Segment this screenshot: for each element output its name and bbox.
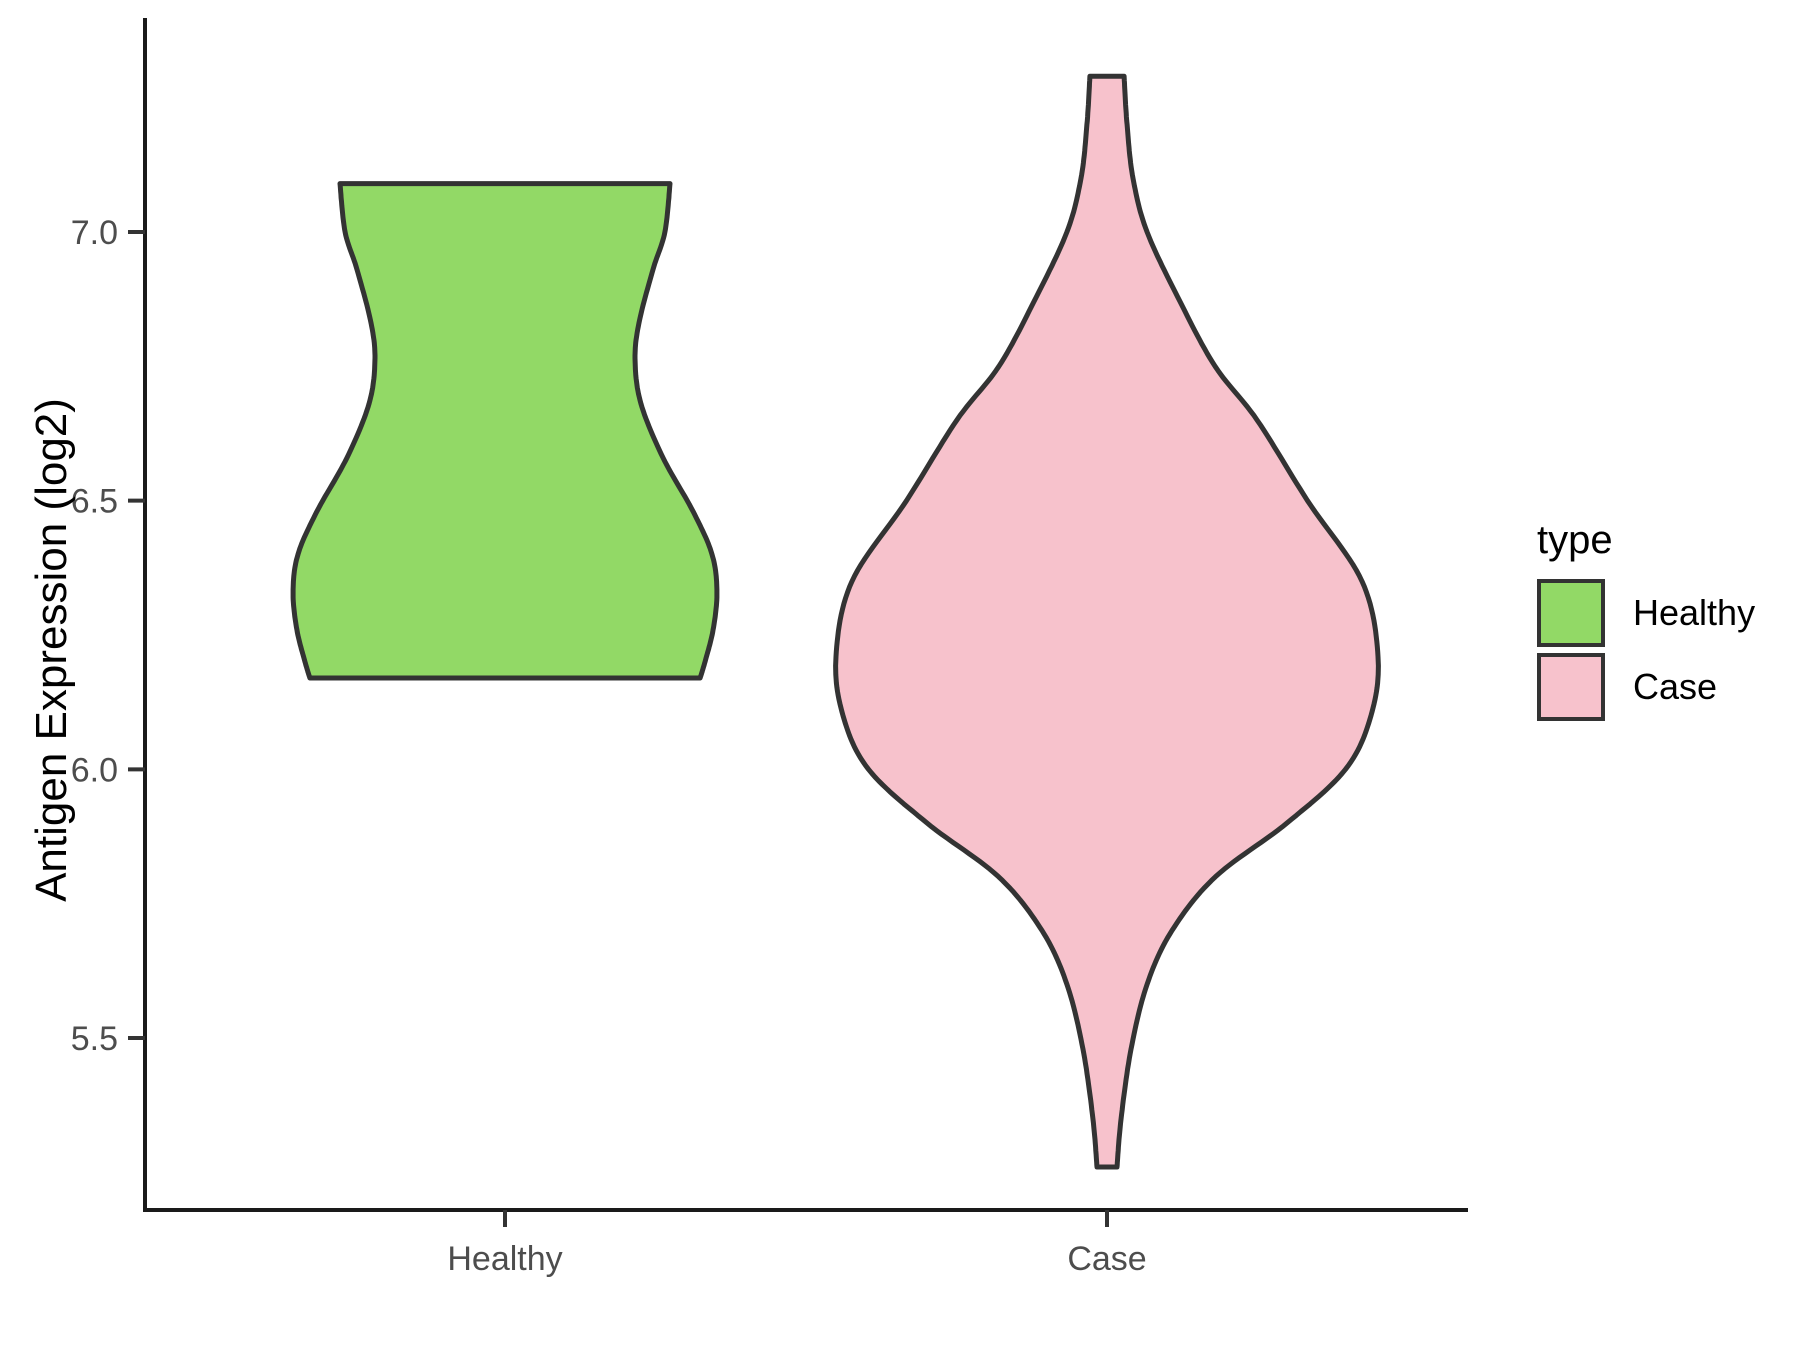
x-tick-label-healthy: Healthy [447,1240,562,1278]
x-tick-label-case: Case [1067,1240,1146,1278]
y-axis-title: Antigen Expression (log2) [27,398,76,902]
violins-layer [290,73,1381,1170]
legend-key-swatch [1537,579,1605,647]
legend-title: type [1537,518,1613,562]
legend-key-swatch [1537,653,1605,721]
violin-case [833,73,1381,1170]
y-tick-label: 5.5 [71,1020,118,1058]
legend: type Healthy Case [1537,518,1755,727]
legend-entry-case: Case [1537,653,1755,721]
legend-entry-label: Case [1633,666,1718,707]
legend-entry-label: Healthy [1633,592,1756,633]
axes-layer [128,18,1468,1227]
legend-entries: Healthy Case [1537,579,1755,727]
y-tick-label: 7.0 [71,214,118,252]
violin-healthy [290,181,720,681]
axis-labels-layer: 7.0 6.5 6.0 5.5 Healthy Case [71,214,1147,1278]
y-tick-label: 6.0 [71,751,118,789]
legend-entry-healthy: Healthy [1537,579,1755,647]
y-tick-label: 6.5 [71,483,118,521]
